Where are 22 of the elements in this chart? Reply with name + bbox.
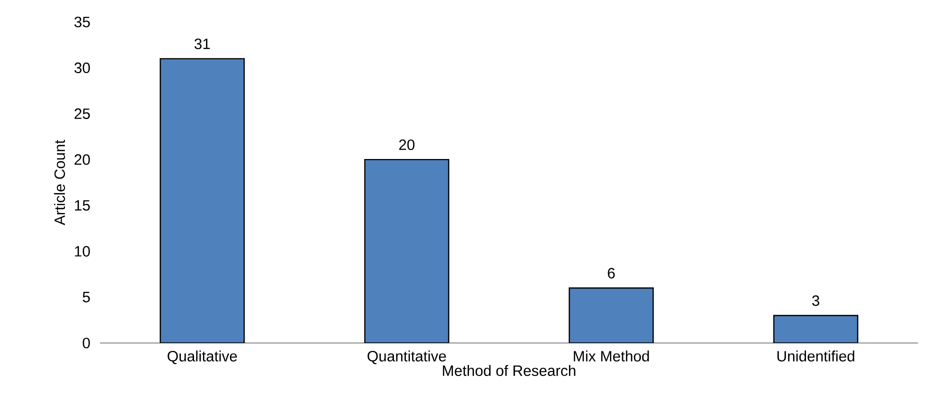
y-tick-label: 0	[82, 338, 90, 348]
y-tick-label: 5	[82, 292, 90, 302]
y-axis-title: Article Count	[54, 140, 66, 226]
bar	[364, 158, 450, 343]
x-tick-label: Qualitative	[168, 350, 237, 364]
bar	[568, 287, 654, 343]
bar	[773, 314, 858, 343]
data-label: 6	[608, 268, 615, 278]
data-label: 31	[194, 38, 210, 50]
x-tick-label: Unidentified	[777, 350, 854, 362]
y-tick-label: 10	[75, 246, 90, 257]
data-label: 3	[812, 295, 820, 306]
y-tick-label: 25	[74, 108, 90, 119]
y-tick-label: 35	[74, 16, 90, 28]
data-label: 20	[399, 139, 414, 150]
bar	[160, 58, 245, 343]
y-tick-label: 30	[74, 62, 90, 74]
y-tick-label: 15	[75, 200, 90, 211]
y-tick-label: 20	[74, 154, 90, 165]
x-axis-title: Method of Research	[442, 365, 576, 376]
x-tick-label: Mix Method	[574, 350, 649, 362]
x-tick-label: Quantitative	[368, 350, 446, 364]
